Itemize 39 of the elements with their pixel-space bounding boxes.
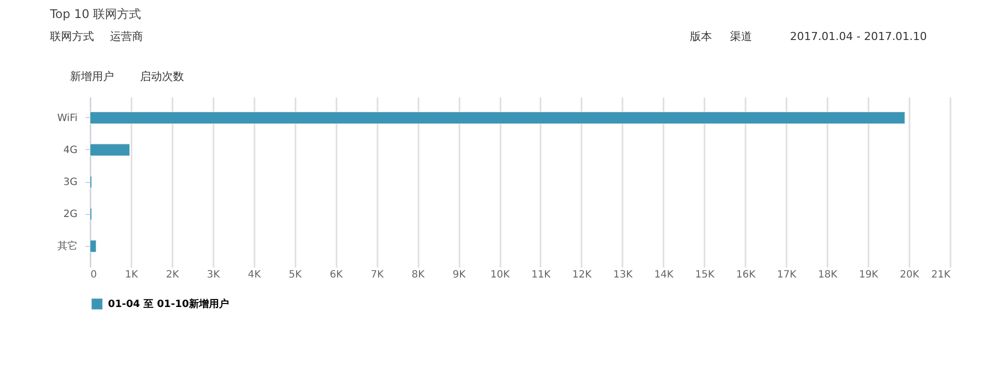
x-tick-label: 21K: [931, 270, 951, 280]
x-tick-label: 5K: [288, 270, 302, 280]
legend-label: 01-04 至 01-10新增用户: [108, 298, 229, 310]
y-tick-label: 2G: [63, 209, 78, 220]
x-tick-label: 1K: [124, 270, 138, 280]
text: 运营商: [110, 30, 143, 43]
text: 新增用户: [70, 70, 114, 83]
x-tick-label: 20K: [900, 270, 920, 280]
y-tick-label: 4G: [63, 144, 78, 156]
x-tick-label: 15K: [695, 270, 715, 280]
text: 版本: [690, 30, 712, 43]
x-tick-label: 7K: [370, 270, 384, 280]
y-tick-label: WiFi: [57, 112, 78, 124]
bar: [90, 112, 906, 124]
x-tick-label: 9K: [452, 270, 466, 280]
text: 2017.01.04 - 2017.01.10: [790, 30, 927, 43]
x-tick-label: 6K: [330, 270, 344, 280]
bar: [90, 144, 130, 156]
x-tick-label: 14K: [654, 270, 674, 280]
x-tick-label: 10K: [490, 270, 510, 280]
x-tick-label: 17K: [777, 270, 797, 280]
text: 启动次数: [140, 70, 184, 83]
x-tick-label: 8K: [412, 270, 426, 280]
x-tick-label: 0: [90, 270, 97, 280]
chart-title: Top 10 联网方式: [49, 7, 142, 21]
x-tick-label: 16K: [736, 270, 756, 280]
x-tick-label: 19K: [858, 270, 879, 280]
x-tick-label: 18K: [818, 270, 838, 280]
x-tick-label: 13K: [613, 270, 633, 280]
y-tick-label: 3G: [63, 177, 78, 188]
bar: [90, 240, 96, 252]
text: 联网方式: [50, 30, 94, 43]
x-tick-label: 4K: [248, 270, 262, 280]
y-tick-label: 其它: [58, 240, 78, 252]
x-tick-label: 3K: [206, 270, 220, 280]
x-tick-label: 11K: [531, 270, 552, 280]
text: 渠道: [730, 30, 752, 43]
x-tick-label: 12K: [572, 270, 592, 280]
x-tick-label: 2K: [166, 270, 180, 280]
